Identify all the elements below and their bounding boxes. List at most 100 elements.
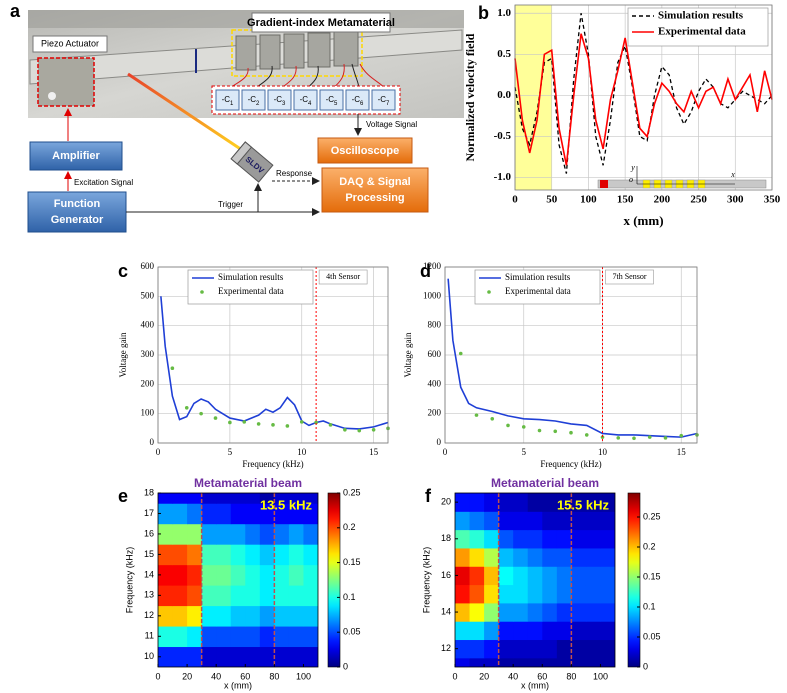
electrode-box (345, 89, 370, 111)
y-tick-label: 1200 (423, 261, 442, 271)
heatmap-cell (585, 529, 601, 549)
y-tick-label: 1000 (423, 290, 442, 300)
y-axis-label: Voltage gain (403, 332, 413, 378)
heatmap-cell (455, 639, 471, 659)
heatmap-cell (216, 523, 232, 545)
heatmap-cell (303, 605, 318, 627)
heatmap-cell (201, 503, 217, 525)
y-tick-label: 100 (141, 408, 155, 418)
x-tick-label: 20 (182, 671, 192, 681)
x-tick-label: 100 (296, 671, 311, 681)
heatmap-cell (484, 621, 500, 641)
electrode-sub: 5 (334, 101, 338, 107)
heatmap-cell (469, 511, 485, 531)
heatmap-cell (259, 544, 275, 566)
solder (48, 92, 56, 100)
plot-frame (157, 492, 319, 668)
electrode-base: -C (378, 95, 387, 104)
signal-label: Response (276, 169, 313, 178)
y-tick-label: 16 (441, 570, 451, 580)
signal-label: Excitation Signal (74, 178, 133, 187)
x-tick-label: 0 (155, 671, 160, 681)
heatmap-cell (484, 602, 500, 622)
piezo-actuator (37, 57, 95, 107)
legend-label: Simulation results (658, 10, 744, 22)
heatmap-cell (158, 605, 174, 627)
heatmap-cell (158, 523, 174, 545)
heatmap-cell (513, 566, 529, 586)
colorbar-tick-label: 0.2 (343, 522, 356, 532)
heatmap-cell (571, 511, 587, 531)
sldv: SLDV (230, 141, 274, 183)
heatmap-cell (201, 626, 217, 648)
device-label: Processing (345, 192, 404, 204)
data-point (521, 425, 526, 429)
heatmap-cell (513, 657, 529, 667)
y-tick-label: 10 (144, 651, 154, 661)
heatmap-cell (556, 493, 572, 512)
heatmap-cell (542, 511, 558, 531)
heatmap-cell (585, 621, 601, 641)
heatmap-cell (585, 511, 601, 531)
legend-label: Simulation results (218, 272, 284, 282)
heatmap-cell (201, 564, 217, 586)
data-point (328, 423, 333, 427)
heatmap-cell (259, 503, 275, 525)
heatmap-cell (469, 547, 485, 567)
heatmap-cell (201, 585, 217, 607)
heatmap-cell (455, 657, 471, 667)
heatmap-cell (259, 646, 275, 667)
heatmap-cell (288, 626, 304, 648)
heatmap-cell (556, 657, 572, 667)
plot-frame (157, 266, 389, 444)
data-point (663, 436, 668, 440)
legend-marker (487, 290, 491, 294)
plot-frame (454, 492, 616, 668)
heatmap-cell (230, 493, 246, 504)
heatmap-cell (556, 566, 572, 586)
photo-top (28, 10, 464, 28)
heatmap-cell (527, 657, 543, 667)
heatmap-cell (303, 585, 318, 607)
y-tick-label: 800 (428, 320, 442, 330)
heatmap-cell (498, 621, 514, 641)
data-point (170, 366, 175, 371)
electrode-base: -C (326, 95, 335, 104)
data-point (357, 428, 362, 433)
heatmap-cell (216, 544, 232, 566)
heatmap-cell (542, 547, 558, 567)
heatmap-cell (585, 566, 601, 586)
metamaterial-label: Gradient-index Metamaterial (247, 17, 395, 29)
heatmap-cell (274, 564, 290, 586)
electrode-sub: 2 (256, 101, 260, 107)
heatmap-cell (274, 493, 290, 504)
electrode-base: -C (222, 95, 231, 104)
heatmap-cell (158, 544, 174, 566)
colorbar-tick-label: 0.25 (343, 487, 361, 497)
chart-title: Metamaterial beam (194, 476, 302, 490)
electrode-box (267, 89, 292, 111)
heatmap-cell (230, 585, 246, 607)
heatmap-cell (288, 493, 304, 504)
x-axis-label: Frequency (kHz) (540, 459, 601, 469)
data-point (343, 428, 347, 432)
heatmap-cell (245, 626, 261, 648)
sensor-label: 7th Sensor (613, 272, 647, 281)
heatmap-cell (498, 511, 514, 531)
heatmap-cell (571, 639, 587, 659)
legend-box (627, 7, 769, 47)
y-tick-label: 0.5 (497, 48, 511, 60)
y-tick-label: 1.0 (497, 7, 511, 19)
panel-a: a Piezo Actuator Gradient-index Metamate… (10, 1, 464, 233)
legend-box (474, 269, 601, 305)
heatmap-cell (484, 511, 500, 531)
heatmap-cell (571, 547, 587, 567)
heatmap-cell (201, 646, 217, 667)
data-point (199, 411, 203, 416)
heatmap-cell (187, 564, 203, 586)
heatmap-cell (455, 547, 471, 567)
data-point (228, 420, 232, 425)
heatmap-cell (158, 564, 174, 586)
y-tick-label: 600 (428, 349, 442, 359)
x-tick-label: 250 (690, 194, 707, 206)
